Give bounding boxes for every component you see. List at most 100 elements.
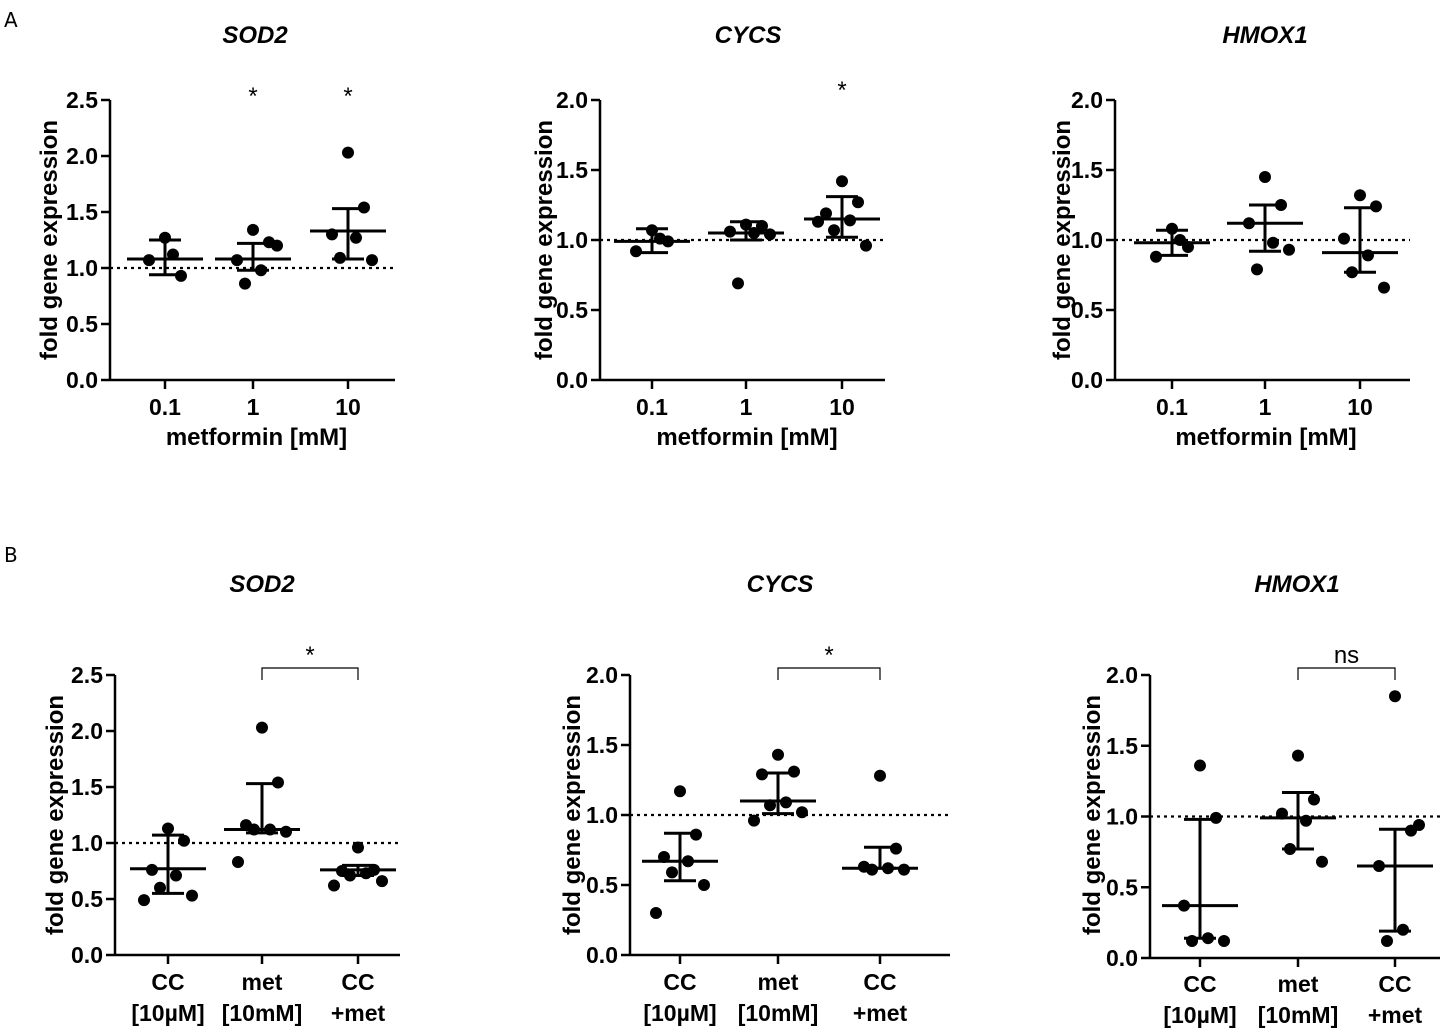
y-tick-label: 1.0 [66, 255, 98, 281]
x-tick-label: 0.1 [1156, 394, 1188, 420]
data-point [1251, 263, 1263, 276]
x-tick-label: 10 [829, 394, 855, 420]
x-tick-label: [10µM] [643, 1000, 716, 1026]
data-point [1338, 232, 1350, 245]
chart-title: SOD2 [222, 22, 288, 49]
data-point [1275, 199, 1287, 211]
data-point [1150, 250, 1162, 263]
data-point [772, 748, 784, 761]
y-tick-label: 0.0 [556, 367, 588, 393]
data-point [350, 231, 362, 244]
y-axis-title: fold gene expression [1079, 695, 1106, 935]
data-point [860, 239, 872, 252]
data-point [852, 196, 864, 209]
data-point [866, 863, 878, 876]
x-axis-title: metformin [mM] [656, 424, 837, 451]
y-tick-label: 0.5 [1071, 297, 1103, 323]
x-tick-label: CC [1378, 971, 1411, 997]
data-point [1243, 217, 1255, 230]
data-point [812, 215, 824, 228]
y-tick-label: 1.0 [556, 227, 588, 253]
y-tick-label: 1.0 [586, 802, 618, 828]
data-point [326, 228, 338, 241]
data-point [1284, 843, 1296, 856]
data-point [898, 863, 910, 876]
data-point [167, 248, 179, 261]
data-point [1308, 793, 1320, 806]
y-tick-label: 0.5 [71, 886, 103, 912]
panel-label-b: B [4, 543, 18, 567]
data-point [666, 866, 678, 879]
data-point [820, 207, 832, 220]
data-point [748, 814, 760, 827]
chart-a-hmox1: HMOX1 0.0 0.5 1.0 1.5 2.0 0.1 1 10 fold gene expr… [1049, 22, 1410, 451]
data-point [178, 834, 190, 847]
x-tick-label: met [758, 969, 799, 995]
x-tick-label: CC [341, 969, 374, 995]
x-tick-label: 0.1 [149, 394, 181, 420]
y-tick-label: 0.0 [66, 367, 98, 393]
comparison-bracket [777, 667, 881, 680]
data-point [1316, 855, 1328, 868]
x-tick-label: 1 [247, 394, 260, 420]
data-point [248, 823, 260, 836]
y-tick-label: 2.0 [586, 662, 618, 688]
data-point [1354, 189, 1366, 202]
data-point [232, 856, 244, 869]
data-point [1174, 234, 1186, 246]
data-point [1378, 281, 1390, 294]
data-point [138, 894, 150, 907]
y-tick-label: 0.5 [556, 297, 588, 323]
data-point [1389, 690, 1401, 703]
data-point [756, 220, 768, 232]
data-point [780, 796, 792, 809]
data-point [674, 785, 686, 798]
data-point [646, 224, 658, 237]
data-point [247, 223, 259, 236]
data-point [360, 867, 372, 880]
x-tick-label: 1 [740, 394, 753, 420]
data-point [1413, 818, 1425, 831]
data-point [764, 799, 776, 812]
chart-title: HMOX1 [1222, 22, 1307, 49]
data-point [690, 828, 702, 841]
data-point [698, 879, 710, 891]
x-tick-label: [10mM] [1258, 1002, 1339, 1028]
data-point [1370, 200, 1382, 213]
data-point [154, 881, 166, 894]
data-point [1276, 807, 1288, 820]
data-point [874, 769, 886, 782]
data-point [658, 851, 670, 863]
bracket-label: * [305, 642, 314, 669]
data-point [740, 218, 752, 231]
data-point [271, 239, 283, 252]
data-point [1292, 749, 1304, 762]
charts-area: SOD2 0.0 0.5 1.0 1.5 2.0 2.5 0.1 1 10 fold gene ex… [36, 22, 1440, 1028]
y-tick-label: 0.0 [1071, 367, 1103, 393]
data-point [1373, 860, 1385, 873]
y-tick-label: 0.5 [66, 311, 98, 337]
chart-b-cycs: CYCS 0.0 0.5 1.0 1.5 2.0 CC [10µM] met [10mM] CC +m… [559, 571, 950, 1026]
data-point [1346, 266, 1358, 279]
x-tick-label: 0.1 [636, 394, 668, 420]
data-point [328, 879, 340, 892]
y-axis-title: fold gene expression [531, 120, 558, 360]
data-point [239, 277, 251, 290]
data-point [1381, 935, 1393, 948]
data-point [264, 823, 276, 836]
y-tick-label: 1.0 [71, 830, 103, 856]
y-tick-label: 2.5 [71, 662, 103, 688]
data-point [170, 869, 182, 882]
y-axis-title: fold gene expression [1049, 120, 1076, 360]
data-point [630, 245, 642, 258]
data-point [650, 907, 662, 919]
data-point [162, 822, 174, 835]
data-point [1210, 811, 1222, 824]
data-point [366, 254, 378, 267]
panel-label-a: A [4, 8, 18, 32]
y-tick-label: 1.5 [66, 199, 98, 225]
data-point [1218, 935, 1230, 948]
significance-label: * [248, 83, 257, 110]
data-point [280, 825, 292, 838]
data-point [1194, 759, 1206, 772]
